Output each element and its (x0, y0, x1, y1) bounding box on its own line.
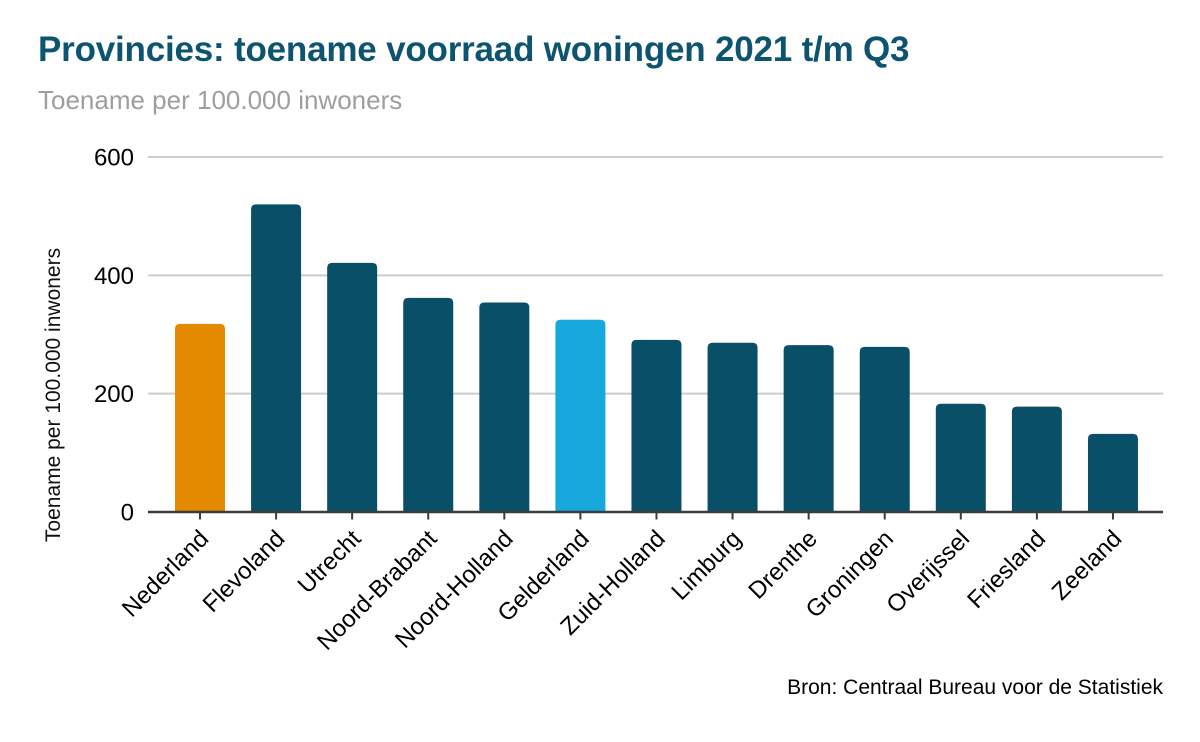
y-tick-label-200: 200 (94, 381, 134, 408)
bar-limburg (707, 342, 758, 512)
y-tick-label-400: 400 (94, 263, 134, 290)
bar-noord-holland (479, 302, 530, 512)
x-label-friesland: Friesland (962, 525, 1051, 614)
y-tick-label-600: 600 (94, 145, 134, 172)
bar-flevoland (251, 204, 302, 513)
bar-gelderland (555, 319, 606, 512)
bar-drenthe (783, 345, 834, 512)
chart-title: Provincies: toename voorraad woningen 20… (38, 30, 910, 69)
x-label-zeeland: Zeeland (1047, 525, 1127, 605)
x-label-flevoland: Flevoland (198, 525, 291, 618)
y-axis-title: Toename per 100.000 inwoners (42, 248, 65, 542)
bar-noord-brabant (403, 297, 454, 512)
x-label-overijssel: Overijssel (881, 525, 975, 619)
bar-utrecht (327, 262, 378, 512)
bar-zuid-holland (631, 339, 682, 512)
x-label-nederland: Nederland (117, 525, 214, 622)
x-label-limburg: Limburg (666, 525, 746, 605)
bar-nederland (175, 323, 225, 512)
y-tick-label-0: 0 (121, 500, 134, 527)
bar-zeeland (1087, 433, 1138, 512)
x-label-utrecht: Utrecht (293, 525, 367, 599)
chart-subtitle: Toename per 100.000 inwoners (38, 85, 403, 115)
source-credit: Bron: Centraal Bureau voor de Statistiek (787, 676, 1163, 699)
bar-groningen (859, 346, 910, 512)
bar-overijssel (935, 403, 986, 512)
bar-friesland (1011, 406, 1062, 512)
